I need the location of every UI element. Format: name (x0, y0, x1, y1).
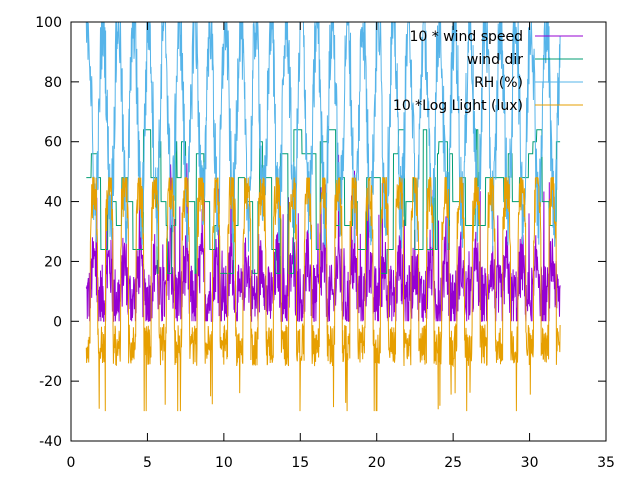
y-tick-label: 80 (44, 75, 62, 91)
x-tick-label: 25 (444, 455, 462, 471)
legend-label: wind dir (467, 52, 523, 68)
series-line (85, 176, 561, 412)
legend: 10 * wind speed wind dir RH (%) 10 *Log Lig… (393, 29, 583, 114)
x-tick-label: 15 (291, 455, 309, 471)
x-tick-label: 5 (143, 455, 152, 471)
x-tick-label: 35 (597, 455, 615, 471)
axes-layer: -40 -20 0 20 40 60 80 100 0 5 10 15 20 25 30 35 (35, 15, 615, 471)
x-tick-label: 30 (521, 455, 539, 471)
y-tick-label: 40 (44, 195, 62, 211)
legend-label: 10 * wind speed (409, 29, 523, 45)
series-line (85, 154, 561, 322)
x-tick-label: 20 (368, 455, 386, 471)
legend-label: 10 *Log Light (lux) (393, 98, 523, 114)
y-tick-label: 100 (35, 15, 62, 31)
legend-label: RH (%) (474, 75, 523, 91)
y-tick-label: -20 (39, 374, 62, 390)
y-tick-label: 20 (44, 254, 62, 270)
x-tick-label: 0 (67, 455, 76, 471)
y-tick-label: 60 (44, 135, 62, 151)
y-tick-label: 0 (53, 314, 62, 330)
x-tick-label: 10 (215, 455, 233, 471)
y-tick-label: -40 (39, 434, 62, 450)
plot-frame (70, 21, 607, 442)
